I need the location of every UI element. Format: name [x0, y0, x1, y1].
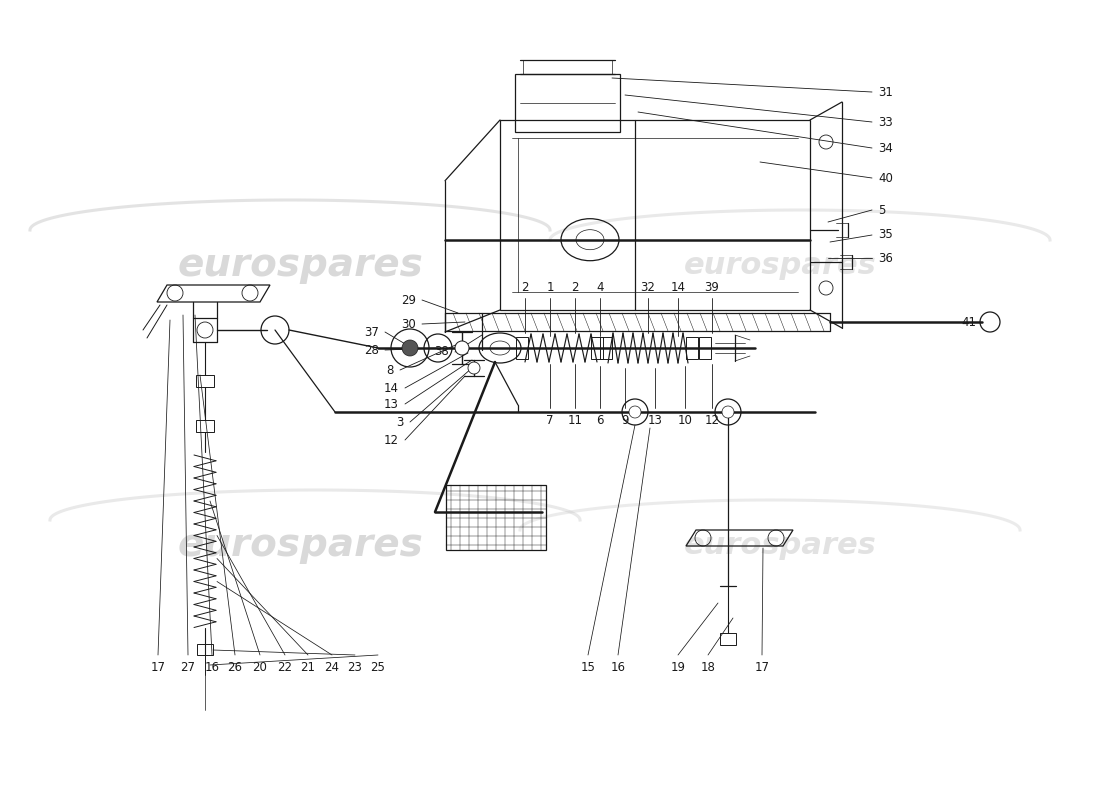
Text: 20: 20	[253, 661, 267, 674]
Text: 14: 14	[384, 382, 399, 394]
Text: 18: 18	[701, 661, 715, 674]
Text: 19: 19	[671, 661, 685, 674]
Text: 38: 38	[434, 346, 449, 358]
Text: 12: 12	[704, 414, 719, 427]
Bar	[686, 337, 698, 359]
Text: 41: 41	[961, 315, 976, 329]
Bar	[720, 633, 736, 645]
Text: 28: 28	[364, 343, 380, 357]
Text: 2: 2	[521, 281, 529, 294]
Bar	[600, 337, 612, 359]
Text: 10: 10	[678, 414, 692, 427]
Text: 39: 39	[705, 281, 719, 294]
Text: 25: 25	[371, 661, 385, 674]
Text: 31: 31	[878, 86, 893, 98]
Text: 24: 24	[324, 661, 340, 674]
Text: 9: 9	[621, 414, 629, 427]
Bar	[591, 337, 603, 359]
Circle shape	[402, 340, 418, 356]
Text: eurospares: eurospares	[177, 246, 422, 284]
Text: 13: 13	[648, 414, 662, 427]
Text: 23: 23	[348, 661, 362, 674]
Text: 34: 34	[878, 142, 893, 154]
Bar	[197, 644, 213, 655]
Text: 22: 22	[277, 661, 293, 674]
Text: 3: 3	[397, 415, 404, 429]
Bar	[196, 375, 214, 387]
Text: 17: 17	[151, 661, 165, 674]
Text: 7: 7	[547, 414, 553, 427]
Text: 40: 40	[878, 171, 893, 185]
Text: 27: 27	[180, 661, 196, 674]
Text: 16: 16	[205, 661, 220, 674]
Text: 35: 35	[878, 229, 893, 242]
Text: 2: 2	[571, 281, 579, 294]
Circle shape	[722, 406, 734, 418]
Text: eurospares: eurospares	[177, 526, 422, 564]
Bar	[196, 420, 214, 432]
Text: 8: 8	[386, 363, 394, 377]
Text: 33: 33	[878, 115, 893, 129]
Bar	[516, 337, 528, 359]
Text: 13: 13	[384, 398, 399, 410]
Text: eurospares: eurospares	[683, 250, 877, 279]
Text: 21: 21	[300, 661, 316, 674]
Text: 36: 36	[878, 251, 893, 265]
Circle shape	[629, 406, 641, 418]
Circle shape	[455, 341, 469, 355]
Text: 30: 30	[402, 318, 416, 330]
Text: 17: 17	[755, 661, 770, 674]
Text: 26: 26	[228, 661, 242, 674]
Bar	[698, 337, 711, 359]
Text: 16: 16	[610, 661, 626, 674]
Text: 11: 11	[568, 414, 583, 427]
Text: 6: 6	[596, 414, 604, 427]
Text: 29: 29	[402, 294, 416, 306]
Text: 32: 32	[640, 281, 656, 294]
Circle shape	[468, 362, 480, 374]
Text: 14: 14	[671, 281, 685, 294]
Text: eurospares: eurospares	[683, 530, 877, 559]
Text: 1: 1	[547, 281, 553, 294]
Text: 37: 37	[364, 326, 380, 338]
Text: 4: 4	[596, 281, 604, 294]
Text: 15: 15	[581, 661, 595, 674]
Text: 12: 12	[384, 434, 399, 446]
Text: 5: 5	[878, 203, 886, 217]
